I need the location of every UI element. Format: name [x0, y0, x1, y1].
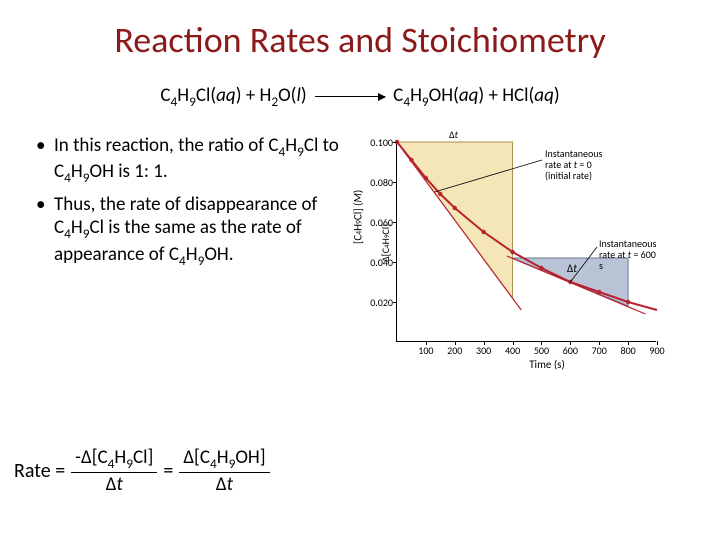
- frac-2: Δ[C4H9OH] Δt: [179, 446, 269, 496]
- b2-mid: Cl is the same as the rate of appearance…: [54, 216, 302, 265]
- ann1-l3: (initial rate): [545, 170, 602, 181]
- eq-rhs: C4H9OH(aq) + HCl(aq): [393, 84, 559, 107]
- reaction-arrow: [315, 96, 385, 97]
- rate-equation: Rate = -Δ[C4H9Cl] Δt = Δ[C4H9OH] Δt: [14, 446, 270, 496]
- b1-post: OH is 1: 1.: [89, 160, 167, 183]
- concentration-chart: [C4H9Cl] (M) Time (s) Instantaneous rate…: [356, 134, 676, 384]
- eq-lhs1: C4H9Cl(aq) + H2O(l): [160, 84, 306, 107]
- frac1-num: -Δ[C4H9Cl]: [71, 446, 157, 473]
- page-title: Reaction Rates and Stoichiometry: [0, 0, 720, 62]
- delta-t-label-1: Δt: [449, 128, 458, 141]
- rate-label: Rate =: [14, 459, 65, 483]
- b1-pre: In this reaction, the ratio of C: [54, 134, 278, 157]
- b2-post: OH.: [204, 243, 233, 266]
- frac2-num: Δ[C4H9OH]: [179, 446, 269, 473]
- eq-sign: =: [163, 459, 173, 483]
- plot-area: Time (s) Instantaneous rate at t = 0 (in…: [396, 142, 656, 342]
- frac2-den: Δt: [212, 473, 237, 496]
- bullet-1: In this reaction, the ratio of C4H9Cl to…: [36, 134, 346, 187]
- bullet-2: Thus, the rate of disappearance of C4H9C…: [36, 193, 346, 270]
- reaction-equation: C4H9Cl(aq) + H2O(l) C4H9OH(aq) + HCl(aq): [0, 84, 720, 110]
- annotation-t600: Instantaneous rate at t = 600 s: [599, 238, 656, 271]
- ann2-l2: rate at t = 600 s: [599, 249, 656, 271]
- frac-1: -Δ[C4H9Cl] Δt: [71, 446, 157, 496]
- bullet-list: In this reaction, the ratio of C4H9Cl to…: [36, 134, 346, 394]
- annotation-initial-rate: Instantaneous rate at t = 0 (initial rat…: [545, 148, 602, 181]
- frac1-den: Δt: [102, 473, 127, 496]
- delta-t-label-2: Δt: [567, 262, 577, 275]
- x-axis-label: Time (s): [529, 358, 565, 371]
